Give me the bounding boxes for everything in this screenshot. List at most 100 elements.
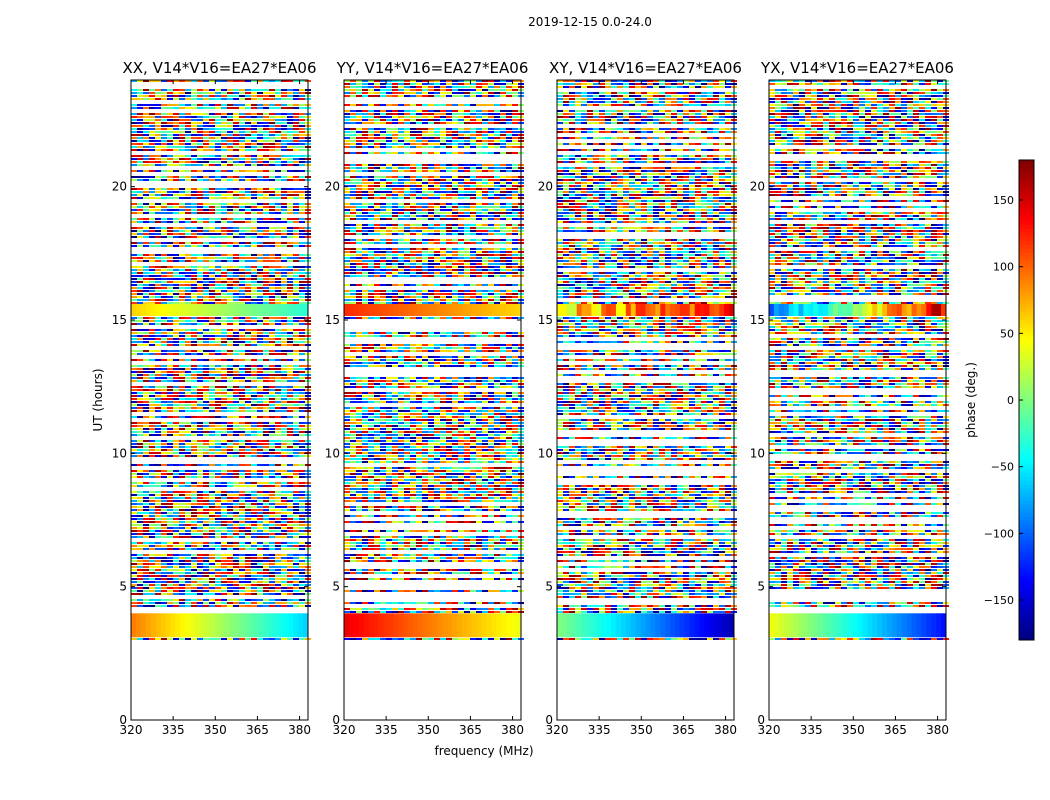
y-tick-label: 0 bbox=[119, 713, 127, 727]
x-tick-label: 350 bbox=[204, 723, 227, 737]
colorbar-segment bbox=[1019, 260, 1034, 265]
colorbar-segment bbox=[1019, 252, 1034, 257]
colorbar-segment bbox=[1019, 164, 1034, 169]
colorbar-segment bbox=[1019, 472, 1034, 477]
colorbar-segment bbox=[1019, 328, 1034, 333]
phase-noise-texture bbox=[344, 80, 524, 640]
y-axis-label: UT (hours) bbox=[91, 368, 105, 431]
colorbar-segment bbox=[1019, 192, 1034, 197]
panel-title: XX, V14*V16=EA27*EA06 bbox=[122, 59, 316, 77]
y-tick-label: 20 bbox=[112, 180, 127, 194]
colorbar-segment bbox=[1019, 464, 1034, 469]
colorbar-segment bbox=[1019, 516, 1034, 521]
colorbar-segment bbox=[1019, 208, 1034, 213]
colorbar-segment bbox=[1019, 512, 1034, 517]
panel-0: XX, V14*V16=EA27*EA06 320 335 350 365 380 0 5 10… bbox=[112, 59, 317, 737]
panel-title: YY, V14*V16=EA27*EA06 bbox=[336, 59, 529, 77]
colorbar-segment bbox=[1019, 520, 1034, 525]
colorbar-segment bbox=[1019, 620, 1034, 625]
colorbar-segment bbox=[1019, 524, 1034, 529]
colorbar-segment bbox=[1019, 336, 1034, 341]
colorbar-segment bbox=[1019, 596, 1034, 601]
x-tick-label: 335 bbox=[800, 723, 823, 737]
colorbar-segment bbox=[1019, 560, 1034, 565]
x-tick-label: 365 bbox=[459, 723, 482, 737]
y-tick-label: 5 bbox=[332, 580, 340, 594]
colorbar-segment bbox=[1019, 388, 1034, 393]
x-tick-label: 365 bbox=[884, 723, 907, 737]
colorbar-segment bbox=[1019, 204, 1034, 209]
colorbar-segment bbox=[1019, 392, 1034, 397]
colorbar-segment bbox=[1019, 576, 1034, 581]
colorbar-tick-label: 100 bbox=[993, 261, 1014, 274]
colorbar-segment bbox=[1019, 264, 1034, 269]
colorbar-segment bbox=[1019, 360, 1034, 365]
colorbar-segment bbox=[1019, 184, 1034, 189]
panels: XX, V14*V16=EA27*EA06 320 335 350 365 380 0 5 10… bbox=[112, 59, 954, 737]
colorbar-segment bbox=[1019, 488, 1034, 493]
colorbar-segment bbox=[1019, 320, 1034, 325]
colorbar-segment bbox=[1019, 456, 1034, 461]
x-tick-label: 320 bbox=[333, 723, 356, 737]
panel-1: YY, V14*V16=EA27*EA06 320 335 350 365 380 0 5 10… bbox=[325, 59, 529, 737]
colorbar-segment bbox=[1019, 564, 1034, 569]
figure-suptitle: 2019-12-15 0.0-24.0 bbox=[528, 15, 652, 29]
colorbar-tick-label: 150 bbox=[993, 194, 1014, 207]
colorbar-segment bbox=[1019, 476, 1034, 481]
colorbar-segment bbox=[1019, 528, 1034, 533]
colorbar-segment bbox=[1019, 612, 1034, 617]
colorbar-segment bbox=[1019, 532, 1034, 537]
phase-band-1 bbox=[769, 304, 947, 316]
colorbar-segment bbox=[1019, 340, 1034, 345]
colorbar-segment bbox=[1019, 588, 1034, 593]
axes-frame bbox=[130, 79, 309, 721]
x-tick-label: 320 bbox=[758, 723, 781, 737]
panel-3: YX, V14*V16=EA27*EA06 320 335 350 365 380 0 5 10… bbox=[750, 59, 954, 737]
colorbar-segment bbox=[1019, 356, 1034, 361]
colorbar-segment bbox=[1019, 552, 1034, 557]
colorbar-tick-label: 50 bbox=[1000, 327, 1014, 340]
colorbar-segment bbox=[1019, 440, 1034, 445]
colorbar-segment bbox=[1019, 384, 1034, 389]
colorbar-segment bbox=[1019, 224, 1034, 229]
colorbar-segment bbox=[1019, 396, 1034, 401]
y-tick-label: 20 bbox=[750, 180, 765, 194]
colorbar-segment bbox=[1019, 276, 1034, 281]
colorbar-segment bbox=[1019, 344, 1034, 349]
y-tick-label: 15 bbox=[750, 313, 765, 327]
colorbar-segment bbox=[1019, 616, 1034, 621]
colorbar-segment bbox=[1019, 324, 1034, 329]
colorbar-segment bbox=[1019, 368, 1034, 373]
colorbar-segment bbox=[1019, 236, 1034, 241]
colorbar-segment bbox=[1019, 244, 1034, 249]
phase-band-0 bbox=[557, 613, 735, 638]
y-tick-label: 15 bbox=[325, 313, 340, 327]
y-tick-label: 0 bbox=[545, 713, 553, 727]
colorbar-segment bbox=[1019, 628, 1034, 633]
colorbar-segment bbox=[1019, 508, 1034, 513]
phase-band-0 bbox=[131, 613, 309, 638]
colorbar-segment bbox=[1019, 372, 1034, 377]
colorbar-segment bbox=[1019, 332, 1034, 337]
y-tick-label: 15 bbox=[112, 313, 127, 327]
colorbar-segment bbox=[1019, 592, 1034, 597]
phase-band-1 bbox=[344, 304, 522, 316]
x-tick-label: 350 bbox=[842, 723, 865, 737]
colorbar-segment bbox=[1019, 172, 1034, 177]
phase-noise-texture bbox=[557, 80, 737, 640]
phase-band-0 bbox=[344, 613, 522, 638]
axes-frame bbox=[768, 79, 947, 721]
phase-band-0 bbox=[769, 613, 947, 638]
y-tick-label: 5 bbox=[757, 580, 765, 594]
colorbar-segment bbox=[1019, 248, 1034, 253]
colorbar-segment bbox=[1019, 228, 1034, 233]
phase-noise-texture bbox=[769, 80, 949, 640]
colorbar-segment bbox=[1019, 444, 1034, 449]
colorbar-segment bbox=[1019, 304, 1034, 309]
colorbar-segment bbox=[1019, 424, 1034, 429]
colorbar-segment bbox=[1019, 448, 1034, 453]
colorbar-segment bbox=[1019, 180, 1034, 185]
y-tick-label: 15 bbox=[538, 313, 553, 327]
colorbar-segment bbox=[1019, 404, 1034, 409]
colorbar-segment bbox=[1019, 432, 1034, 437]
